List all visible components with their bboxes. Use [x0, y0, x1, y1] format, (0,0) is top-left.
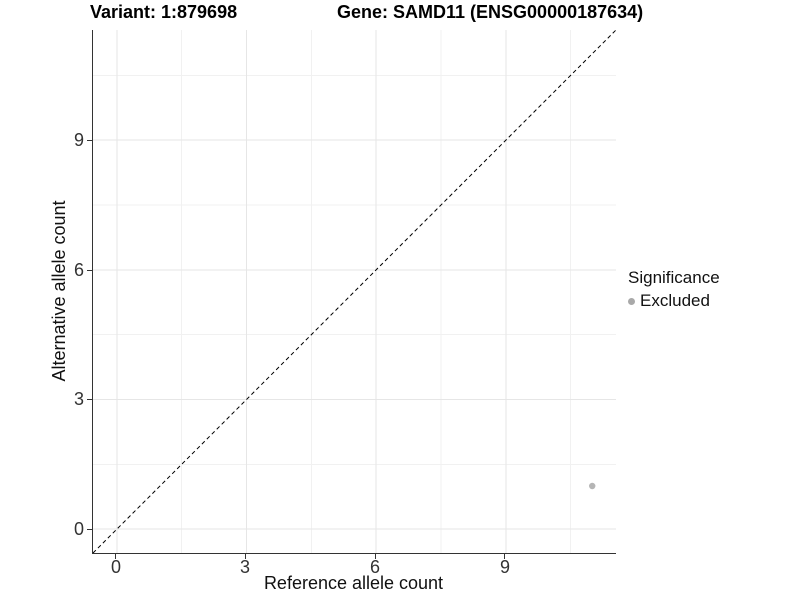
y-tick-mark [87, 399, 92, 400]
x-tick-mark [504, 554, 505, 559]
scatter-plot-canvas [93, 30, 616, 553]
data-point [589, 482, 596, 490]
y-tick-mark [87, 270, 92, 271]
y-axis-title: Alternative allele count [49, 200, 70, 382]
y-tick-label: 3 [73, 389, 84, 409]
plot-panel [92, 30, 616, 554]
legend-item-excluded: Excluded [628, 291, 720, 311]
variant-title: Variant: 1:879698 [90, 2, 238, 22]
x-tick-mark [245, 554, 246, 559]
x-tick-label: 3 [239, 557, 250, 577]
y-tick-label: 6 [73, 260, 84, 280]
y-tick-mark [87, 140, 92, 141]
x-tick-label: 0 [110, 557, 121, 577]
x-axis-title: Reference allele count [263, 573, 444, 593]
legend: Significance Excluded [628, 268, 720, 312]
x-tick-label: 9 [499, 557, 510, 577]
excluded-point-icon [628, 298, 635, 306]
legend-item-label: Excluded [640, 291, 710, 311]
x-tick-label: 6 [369, 557, 380, 577]
legend-title: Significance [628, 268, 720, 287]
x-tick-mark [375, 554, 376, 559]
y-tick-label: 0 [73, 519, 84, 539]
y-tick-mark [87, 529, 92, 530]
gene-title: Gene: SAMD11 (ENSG00000187634) [337, 2, 644, 22]
x-tick-mark [115, 554, 116, 559]
y-tick-label: 9 [73, 130, 84, 150]
